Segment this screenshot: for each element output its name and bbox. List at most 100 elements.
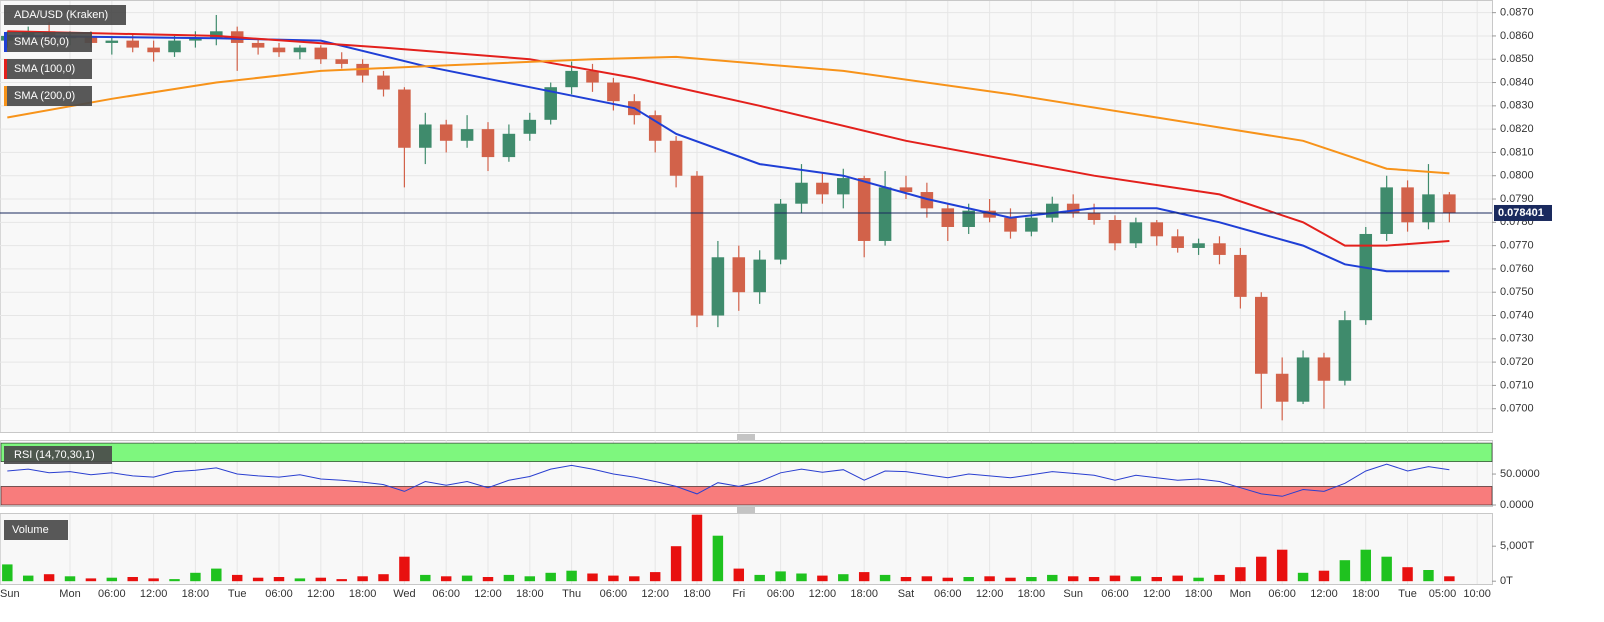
- volume-bar: [336, 579, 347, 582]
- candle-body: [1129, 222, 1143, 244]
- candle-body: [1192, 243, 1205, 248]
- last-price-label: 0.078401: [1498, 207, 1544, 219]
- volume-bar: [587, 573, 598, 582]
- y-tick-label: 0.0700: [1500, 403, 1534, 415]
- legend-box: [4, 86, 92, 106]
- volume-bar: [1026, 577, 1037, 582]
- x-tick-label: 18:00: [1185, 588, 1213, 600]
- candle-body: [1234, 254, 1247, 297]
- x-tick-label: Tue: [1398, 588, 1417, 600]
- volume-bar: [963, 577, 974, 582]
- volume-bar: [1005, 577, 1016, 582]
- x-tick-label: Wed: [393, 588, 415, 600]
- x-tick-label: 12:00: [641, 588, 669, 600]
- candle-body: [398, 89, 411, 148]
- candle-body: [795, 182, 808, 204]
- candle-body: [481, 129, 495, 158]
- candle-body: [669, 140, 683, 176]
- x-tick-label: Mon: [1230, 588, 1251, 600]
- candle-body: [189, 38, 202, 41]
- candle-body: [335, 59, 348, 64]
- legend-label: RSI (14,70,30,1): [14, 449, 95, 461]
- y-tick-label: 0.0750: [1500, 286, 1534, 298]
- volume-bar: [64, 576, 76, 582]
- candle-body: [1317, 357, 1331, 381]
- sma-line: [7, 34, 1450, 273]
- candle-body: [920, 192, 934, 209]
- volume-bar: [252, 577, 264, 582]
- x-tick-label: 10:00: [1463, 588, 1491, 600]
- candle-body: [899, 187, 913, 193]
- x-tick-label: 12:00: [1310, 588, 1338, 600]
- candle-body: [1380, 187, 1393, 234]
- legend-box: [4, 59, 92, 79]
- candle-body: [1422, 194, 1435, 223]
- sma-line: [7, 55, 1450, 175]
- x-tick-label: Thu: [562, 588, 581, 600]
- splitter[interactable]: [737, 507, 755, 513]
- volume-bar: [608, 575, 619, 582]
- candle-body: [272, 47, 286, 53]
- candle-body: [586, 70, 599, 83]
- volume-bar: [921, 576, 933, 582]
- volume-bar: [106, 577, 118, 582]
- candle-body: [293, 47, 307, 53]
- volume-bar: [754, 574, 765, 582]
- volume-bar: [1256, 556, 1267, 582]
- x-tick-label: Sat: [898, 588, 915, 600]
- y-tick-label: 0.0800: [1500, 170, 1534, 182]
- legend-box: [4, 446, 112, 464]
- candle-body: [1338, 320, 1352, 381]
- volume-bar: [231, 574, 243, 582]
- y-tick-label: 0.0830: [1500, 100, 1534, 112]
- candle-body: [732, 257, 746, 293]
- rsi-band: [0, 442, 1493, 462]
- y-tick-label: 50.0000: [1500, 468, 1540, 480]
- price-panel: [0, 0, 1493, 433]
- volume-bar: [629, 576, 640, 582]
- volume-bar: [211, 568, 222, 582]
- splitter[interactable]: [737, 434, 755, 440]
- candle-body: [1025, 217, 1038, 232]
- legend-label: SMA (200,0): [14, 90, 75, 102]
- y-tick-label: 0.0870: [1500, 7, 1534, 19]
- volume-bar: [440, 576, 452, 582]
- volume-bar: [1172, 575, 1183, 582]
- volume-bar: [691, 514, 703, 582]
- candle-body: [314, 47, 328, 60]
- x-tick-label: 18:00: [182, 588, 210, 600]
- volume-bar: [1423, 570, 1434, 582]
- candle-body: [502, 133, 516, 158]
- volume-bar: [127, 577, 138, 582]
- candle-body: [607, 82, 620, 102]
- volume-bar: [566, 570, 577, 582]
- volume-bar: [1088, 577, 1100, 582]
- y-tick-label: 0.0730: [1500, 333, 1534, 345]
- rsi-line: [7, 463, 1450, 497]
- volume-bar: [524, 576, 536, 582]
- volume-bar: [649, 572, 661, 582]
- candle-body: [1087, 213, 1101, 220]
- x-tick-label: 18:00: [683, 588, 711, 600]
- candle-body: [1004, 217, 1017, 232]
- volume-bar: [357, 576, 368, 582]
- y-tick-label: 5,000T: [1500, 540, 1535, 552]
- volume-panel: [0, 513, 1493, 585]
- x-tick-label: 18:00: [349, 588, 377, 600]
- legend-box: [4, 32, 92, 52]
- y-tick-label: 0.0770: [1500, 240, 1534, 252]
- candle-body: [1171, 236, 1184, 248]
- x-tick-label: 18:00: [1018, 588, 1046, 600]
- volume-bar: [1193, 577, 1204, 582]
- volume-bar: [1067, 576, 1079, 582]
- volume-bar: [1318, 570, 1330, 582]
- volume-bar: [1297, 572, 1309, 582]
- x-tick-label: 12:00: [976, 588, 1004, 600]
- volume-bar: [22, 575, 34, 582]
- x-tick-label: 06:00: [265, 588, 293, 600]
- candle-body: [523, 119, 537, 134]
- x-tick-label: 12:00: [1143, 588, 1171, 600]
- x-tick-label: Tue: [228, 588, 247, 600]
